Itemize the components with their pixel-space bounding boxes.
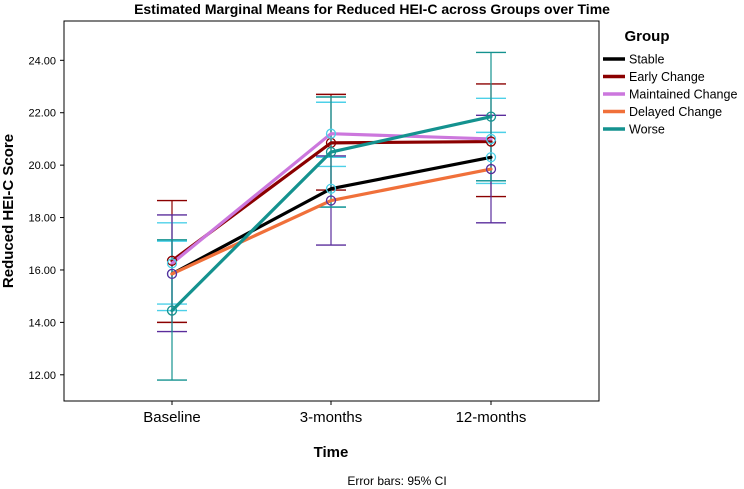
data-point (166, 258, 178, 269)
error-bars-note: Error bars: 95% CI (347, 474, 446, 488)
x-axis-label: Time (314, 444, 349, 461)
y-tick-label: 20.00 (28, 160, 56, 172)
y-tick-label: 16.00 (28, 265, 56, 277)
y-tick-label: 12.00 (28, 370, 56, 382)
data-point (325, 128, 337, 139)
data-point (485, 136, 497, 147)
x-tick-label: 3-months (300, 409, 363, 426)
legend-label: Maintained Change (629, 88, 737, 102)
legend-label: Delayed Change (629, 105, 722, 119)
series-line-maintained-change (170, 132, 493, 266)
y-tick-label: 18.00 (28, 213, 56, 225)
x-tick-label: 12-months (456, 409, 527, 426)
data-point (485, 111, 497, 122)
data-point (166, 305, 178, 316)
data-point (325, 146, 337, 158)
legend-label: Worse (629, 123, 665, 137)
data-point (485, 152, 497, 163)
y-tick-label: 14.00 (28, 317, 56, 329)
series-line-delayed-change (170, 167, 493, 276)
data-point (166, 268, 178, 280)
series-line-worse (170, 115, 493, 313)
y-axis-label: Reduced HEI-C Score (0, 134, 17, 288)
y-tick-label: 24.00 (28, 55, 56, 67)
y-tick-label: 22.00 (28, 108, 56, 120)
series-lines (170, 115, 493, 313)
point-markers (166, 111, 497, 316)
legend-label: Stable (629, 53, 664, 67)
data-point (325, 183, 337, 194)
x-axis-ticks: Baseline 3-months 12-months (143, 401, 526, 426)
data-point (325, 195, 337, 206)
y-axis-ticks: 12.00 14.00 16.00 18.00 20.00 22.00 24.00 (28, 55, 64, 382)
error-bars (157, 51, 506, 381)
legend: Group Stable Early Change Maintained Chang… (603, 28, 737, 137)
x-tick-label: Baseline (143, 409, 201, 426)
data-point (485, 163, 497, 175)
chart-title: Estimated Marginal Means for Reduced HEI… (134, 1, 610, 17)
legend-title: Group (625, 28, 670, 45)
legend-label: Early Change (629, 70, 705, 84)
data-point (485, 133, 497, 145)
series-line-stable (170, 155, 493, 276)
data-point (166, 255, 178, 266)
